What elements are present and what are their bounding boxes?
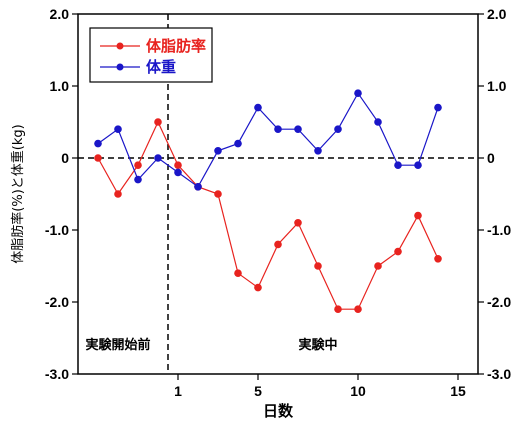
- y-tick-label-left: 0: [61, 150, 69, 166]
- y-tick-label-right: -1.0: [487, 222, 511, 238]
- series-0-point: [134, 161, 142, 169]
- series-0-point: [214, 190, 222, 198]
- series-1-point: [134, 175, 142, 184]
- y-tick-label-left: -1.0: [45, 222, 69, 238]
- legend: 体脂肪率 体重: [89, 27, 213, 83]
- legend-label-weight: 体重: [146, 58, 176, 76]
- y-tick-label-left: 1.0: [50, 78, 70, 94]
- y-tick-label-right: 2.0: [487, 6, 507, 22]
- series-1-point: [174, 168, 182, 177]
- x-tick-label: 1: [174, 383, 182, 399]
- y-tick-label-right: 1.0: [487, 78, 507, 94]
- series-line-1: [97, 92, 439, 188]
- series-1-point: [414, 161, 422, 169]
- axis-ticks: -3.0 -3.0-2.0 -2.0-1.0 -1.00 01.0 1.02.0 2.01 5…: [45, 6, 511, 399]
- series-1-point: [194, 183, 202, 191]
- series-1-point: [154, 154, 162, 162]
- series-line-0: [97, 120, 439, 310]
- series-0-point: [394, 247, 402, 256]
- series-0-point: [274, 240, 282, 249]
- series-0-point: [314, 262, 322, 270]
- series-0-point: [374, 262, 382, 270]
- series-0-point: [154, 118, 162, 126]
- series-0-point: [434, 254, 442, 263]
- series-0-point: [114, 190, 122, 198]
- y-tick-label-right: -3.0: [487, 366, 511, 382]
- series-1-point: [94, 139, 102, 148]
- series-1-point: [374, 118, 382, 126]
- legend-marker-body-fat: [116, 42, 124, 50]
- y-axis-title: 体脂肪率(%)と体重(kg): [10, 124, 26, 263]
- series-0-point: [94, 154, 102, 162]
- series-1-point: [214, 147, 222, 155]
- series-1-point: [254, 103, 262, 112]
- y-tick-label-left: -3.0: [45, 366, 69, 382]
- plot-frame: [77, 13, 479, 375]
- series-0-point: [294, 219, 302, 227]
- series-1-point: [354, 89, 362, 97]
- series-1-point: [334, 125, 342, 133]
- annotation-before-experiment: 実験開始前: [85, 337, 150, 353]
- y-tick-label-right: -2.0: [487, 294, 511, 310]
- legend-box: [89, 27, 213, 83]
- series-1-point: [114, 125, 122, 133]
- series-0-point: [254, 283, 262, 292]
- series-0-point: [414, 211, 422, 220]
- series-0-point: [354, 305, 362, 314]
- x-axis-title: 日数: [263, 402, 294, 420]
- x-tick-label: 5: [254, 383, 262, 399]
- series-0-point: [334, 305, 342, 314]
- x-tick-label: 15: [450, 383, 466, 399]
- series-1-point: [234, 139, 242, 148]
- y-tick-label-right: 0: [487, 150, 495, 166]
- y-tick-label-left: 2.0: [50, 6, 70, 22]
- annotation-during-experiment: 実験中: [298, 337, 337, 353]
- y-tick-label-left: -2.0: [45, 294, 69, 310]
- legend-label-body-fat: 体脂肪率: [146, 37, 206, 55]
- series-0-point: [234, 269, 242, 278]
- series-1-point: [434, 103, 442, 112]
- series-1-point: [314, 147, 322, 155]
- x-tick-label: 10: [350, 383, 366, 399]
- series-1-point: [394, 161, 402, 169]
- series-1-point: [294, 125, 302, 133]
- legend-marker-weight: [116, 63, 124, 71]
- series: [94, 89, 442, 314]
- series-1-point: [274, 125, 282, 133]
- series-0-point: [174, 161, 182, 169]
